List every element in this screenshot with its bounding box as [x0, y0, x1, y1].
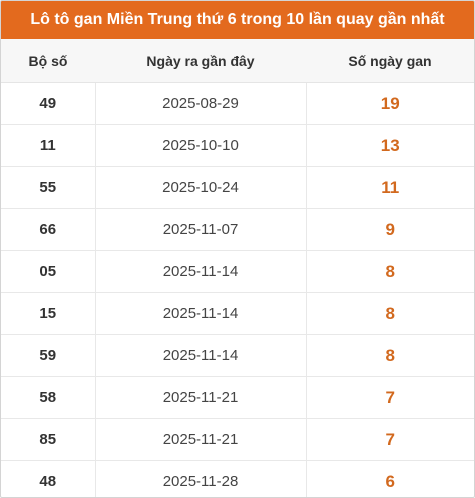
table-row: 66 2025-11-07 9 — [1, 208, 474, 251]
header-number: Bộ số — [1, 39, 95, 83]
row-days: 9 — [306, 208, 474, 251]
row-days: 11 — [306, 166, 474, 209]
row-date: 2025-11-07 — [95, 208, 307, 251]
results-table: Bộ số Ngày ra gần đây Số ngày gan 49 202… — [1, 39, 474, 497]
table-row: 85 2025-11-21 7 — [1, 418, 474, 461]
row-date: 2025-08-29 — [95, 82, 307, 125]
header-gan-days: Số ngày gan — [306, 39, 474, 83]
row-days: 6 — [385, 471, 395, 491]
row-number: 58 — [1, 376, 96, 419]
row-days: 7 — [306, 418, 474, 461]
row-date: 2025-11-28 — [95, 460, 307, 497]
row-date: 2025-11-21 — [95, 418, 307, 461]
row-number: 55 — [1, 166, 96, 209]
row-number: 66 — [1, 208, 96, 251]
table-row: 49 2025-08-29 19 — [1, 82, 474, 125]
row-days: 8 — [306, 334, 474, 377]
row-number: 59 — [1, 334, 96, 377]
row-date: 2025-10-10 — [95, 124, 307, 167]
table-row: 55 2025-10-24 11 — [1, 166, 474, 209]
card-title: Lô tô gan Miền Trung thứ 6 trong 10 lần … — [1, 1, 474, 39]
row-date: 2025-11-14 — [95, 250, 307, 293]
table-row: 11 2025-10-10 13 — [1, 124, 474, 167]
row-number: 48 — [1, 460, 96, 497]
table-header-row: Bộ số Ngày ra gần đây Số ngày gan — [1, 39, 474, 83]
row-days: 8 — [306, 250, 474, 293]
row-date: 2025-11-14 — [95, 334, 307, 377]
table-row: 15 2025-11-14 8 — [1, 292, 474, 335]
table-row: 58 2025-11-21 7 — [1, 376, 474, 419]
row-days: 19 — [306, 82, 474, 125]
table-body: 49 2025-08-29 19 11 2025-10-10 13 55 202… — [1, 82, 474, 497]
header-recent-date: Ngày ra gần đây — [95, 39, 306, 83]
row-date: 2025-11-14 — [95, 292, 307, 335]
row-number: 49 — [1, 82, 96, 125]
table-row: 05 2025-11-14 8 — [1, 250, 474, 293]
row-number: 11 — [1, 124, 96, 167]
row-number: 85 — [1, 418, 96, 461]
row-days: 8 — [306, 292, 474, 335]
table-row: 59 2025-11-14 8 — [1, 334, 474, 377]
row-days: 13 — [306, 124, 474, 167]
row-number: 15 — [1, 292, 96, 335]
row-date: 2025-11-21 — [95, 376, 307, 419]
row-days: 7 — [306, 376, 474, 419]
row-number: 05 — [1, 250, 96, 293]
table-row: 48 2025-11-28 6 — [1, 460, 474, 497]
row-date: 2025-10-24 — [95, 166, 307, 209]
